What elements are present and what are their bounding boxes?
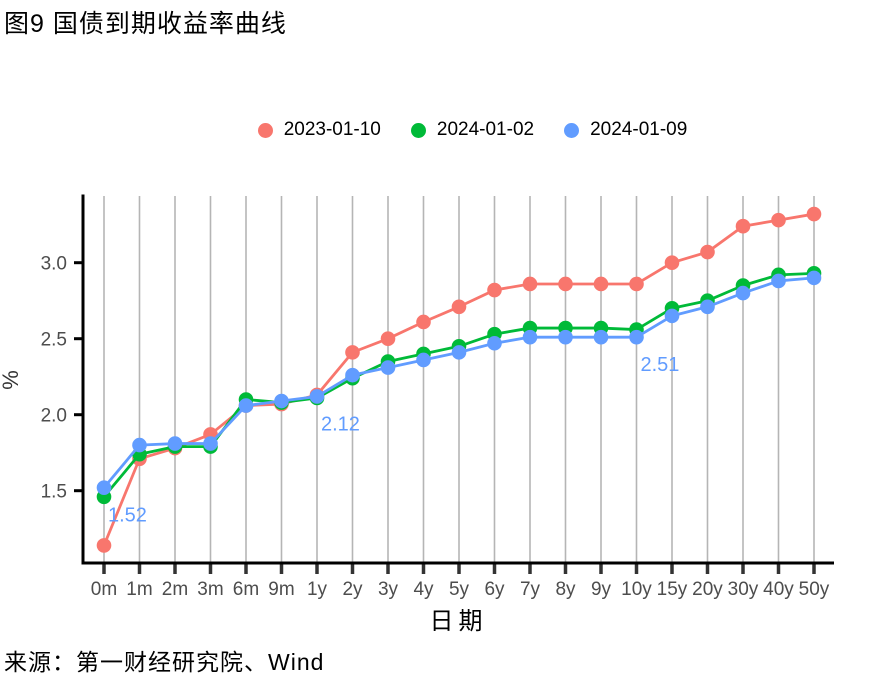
y-tick-label: 1.5 [41,482,67,503]
data-point-2023-01-10-7y [522,276,538,292]
data-point-2023-01-10-20y [700,244,715,260]
data-point-2023-01-10-30y [735,218,751,234]
data-point-2024-01-09-6y [487,335,502,351]
legend-item-2024-01-02: 2024-01-02 [410,119,535,141]
x-tick-label: 3y [378,579,399,600]
data-point-2024-01-09-4y [416,352,431,368]
x-tick-label: 9y [591,579,612,600]
point-annotation-1y: 2.12 [321,413,360,435]
data-point-2024-01-09-30y [735,285,751,301]
x-tick-label: 2y [342,579,363,600]
data-point-2024-01-09-40y [771,273,786,289]
data-point-2023-01-10-8y [558,276,573,292]
x-tick-label: 20y [692,579,723,600]
legend-item-2023-01-10: 2023-01-10 [257,119,381,141]
data-point-2023-01-10-50y [806,206,822,222]
y-tick-label: 2.0 [41,406,67,427]
data-point-2023-01-10-2y [345,345,360,360]
y-axis-title: % [0,370,23,390]
x-tick-label: 2m [162,579,188,600]
x-tick-label: 0m [91,579,117,600]
source-attribution: 来源：第一财经研究院、Wind [4,649,325,675]
legend-item-2024-01-09: 2024-01-09 [564,119,687,141]
data-point-2023-01-10-9y [593,276,609,292]
data-point-2023-01-10-10y [629,276,644,292]
x-tick-label: 1m [126,579,152,600]
point-annotation-0m: 1.52 [108,505,147,527]
x-tick-label: 8y [555,579,576,600]
data-point-2024-01-09-1m [132,437,147,453]
data-point-2024-01-09-20y [700,299,715,315]
x-tick-label: 1y [307,579,328,600]
data-point-2024-01-09-50y [806,270,822,286]
legend-dot-icon [564,122,580,138]
x-tick-label: 9m [268,579,294,600]
chart-legend: 2023-01-10 2024-01-02 2024-01-09 [60,114,885,146]
data-point-2024-01-09-9y [593,329,609,345]
data-point-2024-01-09-9m [274,393,289,409]
y-tick-label: 2.5 [41,330,67,351]
x-tick-label: 15y [657,579,688,600]
data-point-2023-01-10-6y [487,282,502,298]
data-point-2024-01-09-15y [664,308,680,324]
data-point-2023-01-10-4y [416,314,431,330]
data-point-2024-01-09-8y [558,329,573,345]
data-point-2024-01-09-5y [451,345,467,360]
data-point-2023-01-10-40y [771,212,786,228]
x-tick-label: 6y [484,579,505,600]
chart-title: 图9 国债到期收益率曲线 [4,10,287,38]
x-axis-title: 日期 [429,608,488,635]
data-point-2024-01-09-3y [380,360,396,375]
x-tick-label: 30y [728,579,759,600]
data-point-2024-01-09-7y [522,329,538,345]
x-tick-label: 4y [413,579,434,600]
legend-label: 2024-01-02 [436,119,535,140]
legend-label: 2024-01-09 [590,119,688,140]
data-point-2024-01-09-2m [167,436,183,451]
legend-label: 2023-01-10 [283,119,381,140]
x-tick-label: 40y [763,579,794,600]
legend-dot-icon [257,122,273,138]
x-tick-label: 10y [621,579,652,600]
data-point-2023-01-10-3y [380,331,396,347]
point-annotation-10y: 2.51 [641,354,680,376]
x-tick-label: 5y [449,579,470,600]
x-tick-label: 50y [799,579,830,600]
series-group [96,206,822,553]
data-point-2024-01-09-6m [238,398,254,413]
data-point-2024-01-09-10y [629,329,644,345]
data-point-2024-01-09-3m [203,436,218,451]
legend-dot-icon [410,122,426,138]
x-tick-label: 6m [233,579,259,600]
data-point-2024-01-09-2y [345,367,360,383]
data-point-2024-01-09-1y [309,389,325,404]
x-tick-label: 7y [520,579,541,600]
x-tick-label: 3m [197,579,223,600]
data-point-2023-01-10-15y [664,255,680,270]
data-point-2024-01-09-0m [96,480,112,495]
axes-group: 1.5 2.0 2.5 3.0 0m 1m 2m 3m 6m 9m 1y 2y 3y 4y 5y 6y 7y 8y… [41,194,834,600]
data-point-2023-01-10-5y [451,299,467,315]
annotations-group: 1.52 2.12 2.51 [108,354,679,526]
data-point-2023-01-10-0m [96,538,112,553]
y-tick-label: 3.0 [41,254,67,275]
